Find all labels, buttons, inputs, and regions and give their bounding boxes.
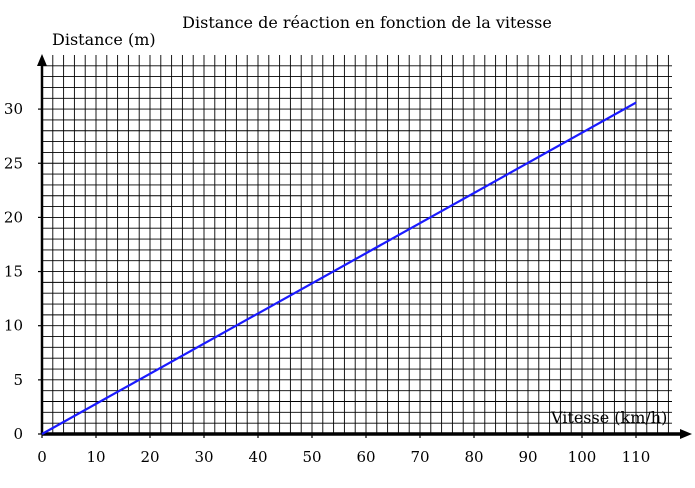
y-tick-label: 0 <box>13 425 23 443</box>
chart-title: Distance de réaction en fonction de la v… <box>182 13 552 32</box>
x-tick-label: 60 <box>356 448 375 466</box>
y-tick-label: 20 <box>4 208 23 226</box>
x-axis-arrowhead <box>680 429 692 439</box>
x-tick-label: 30 <box>194 448 213 466</box>
ticks: 0 10 20 30 40 50 60 70 80 90 100 110 0 5 10 15 20 25 30 <box>4 100 650 466</box>
x-tick-label: 50 <box>302 448 321 466</box>
x-tick-label: 110 <box>622 448 651 466</box>
y-axis-arrowhead <box>37 54 47 66</box>
y-tick-label: 30 <box>4 100 23 118</box>
x-axis-label: Vitesse (km/h) <box>550 408 667 427</box>
series-line-0 <box>41 101 637 435</box>
grid <box>41 55 672 435</box>
y-tick-label: 10 <box>4 317 23 335</box>
x-tick-label: 90 <box>518 448 537 466</box>
y-tick-label: 25 <box>4 154 23 172</box>
y-tick-label: 15 <box>4 263 23 281</box>
x-tick-label: 0 <box>37 448 47 466</box>
x-tick-label: 80 <box>464 448 483 466</box>
y-axis-label: Distance (m) <box>52 30 156 49</box>
series <box>41 101 637 435</box>
axes <box>37 54 692 439</box>
x-tick-label: 20 <box>140 448 159 466</box>
y-tick-label: 5 <box>13 371 23 389</box>
x-tick-label: 100 <box>568 448 597 466</box>
x-tick-label: 70 <box>410 448 429 466</box>
x-tick-label: 40 <box>248 448 267 466</box>
x-tick-label: 10 <box>86 448 105 466</box>
